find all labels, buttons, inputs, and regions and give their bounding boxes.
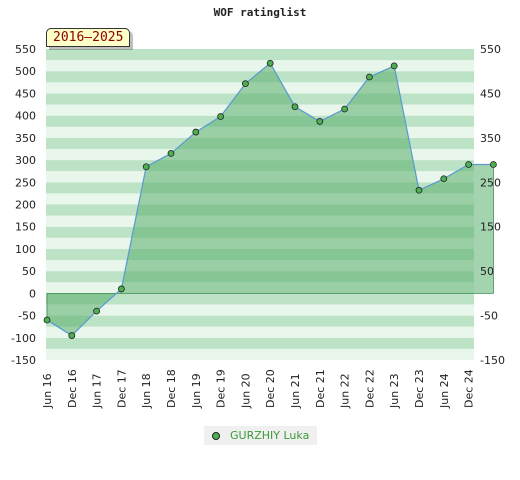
y-tick-label-left: -50 [18,310,36,323]
data-point [118,285,125,293]
x-tick-label: Dec 24 [463,369,476,408]
y-tick-label-right: 250 [480,176,501,189]
data-point [316,118,324,125]
plot-band [46,293,474,305]
x-tick-label: Dec 17 [115,369,128,408]
y-tick-label-right: -50 [480,310,498,323]
chart-title: WOF ratinglist [213,6,307,19]
plot-band [46,326,474,338]
legend-marker-icon [212,431,220,440]
plot-band [46,49,474,61]
data-point [68,332,76,339]
data-point [266,59,274,67]
x-tick-label: Dec 16 [66,369,79,408]
plot-band [46,315,474,327]
data-point [167,150,175,157]
legend[interactable]: GURZHIY Luka [204,426,318,445]
y-tick-label-left: -100 [11,332,36,345]
y-tick-label-left: 0 [29,287,36,300]
plot-band [46,304,474,316]
y-tick-label-right: 50 [480,265,494,278]
y-tick-label-left: 500 [15,65,36,78]
y-tick-label-left: 150 [15,221,36,234]
y-tick-label-left: -150 [11,354,36,367]
y-tick-label-right: 550 [480,43,501,56]
data-point [465,161,473,168]
date-range-badge: 2016–2025 [46,28,131,47]
data-point [241,80,249,88]
data-point [390,62,398,70]
plot-band [46,337,474,349]
x-tick-label: Jun 19 [190,373,203,409]
y-tick-label-left: 300 [15,154,36,167]
x-tick-label: Jun 18 [140,373,153,409]
x-tick-label: Jun 23 [388,373,401,409]
plot-band [46,348,474,360]
x-tick-label: Jun 24 [438,373,451,409]
data-point [93,307,100,315]
data-point [365,73,373,81]
y-tick-label-left: 550 [15,43,36,56]
data-point [217,113,225,120]
x-tick-label: Dec 18 [165,369,178,408]
data-point [192,128,200,136]
data-point [489,161,497,168]
x-tick-label: Dec 21 [314,369,327,408]
x-tick-label: Jun 16 [41,373,54,409]
data-point [415,186,423,194]
y-tick-label-left: 50 [22,265,36,278]
x-tick-label: Jun 17 [91,373,104,409]
legend-label: GURZHIY Luka [230,429,310,442]
y-tick-label-left: 450 [15,87,36,100]
y-tick-label-left: 350 [15,132,36,145]
data-point [291,103,299,111]
x-tick-label: Dec 20 [264,369,277,408]
x-tick-label: Jun 21 [289,373,302,409]
y-tick-label-left: 250 [15,176,36,189]
y-tick-label-left: 100 [15,243,36,256]
data-point [43,316,51,324]
y-tick-label-right: -150 [480,354,505,367]
data-point [341,105,349,113]
x-tick-label: Jun 22 [339,373,352,409]
x-tick-label: Jun 20 [239,373,252,409]
y-tick-label-right: 350 [480,132,501,145]
y-tick-label-left: 200 [15,199,36,212]
data-point [142,163,150,171]
y-tick-label-left: 400 [15,110,36,123]
plot-band [46,60,474,72]
x-tick-label: Dec 23 [413,369,426,408]
data-point [440,175,448,183]
x-tick-label: Dec 22 [363,369,376,408]
y-tick-label-right: 450 [480,87,501,100]
y-tick-label-right: 150 [480,221,501,234]
x-tick-label: Dec 19 [215,369,228,408]
